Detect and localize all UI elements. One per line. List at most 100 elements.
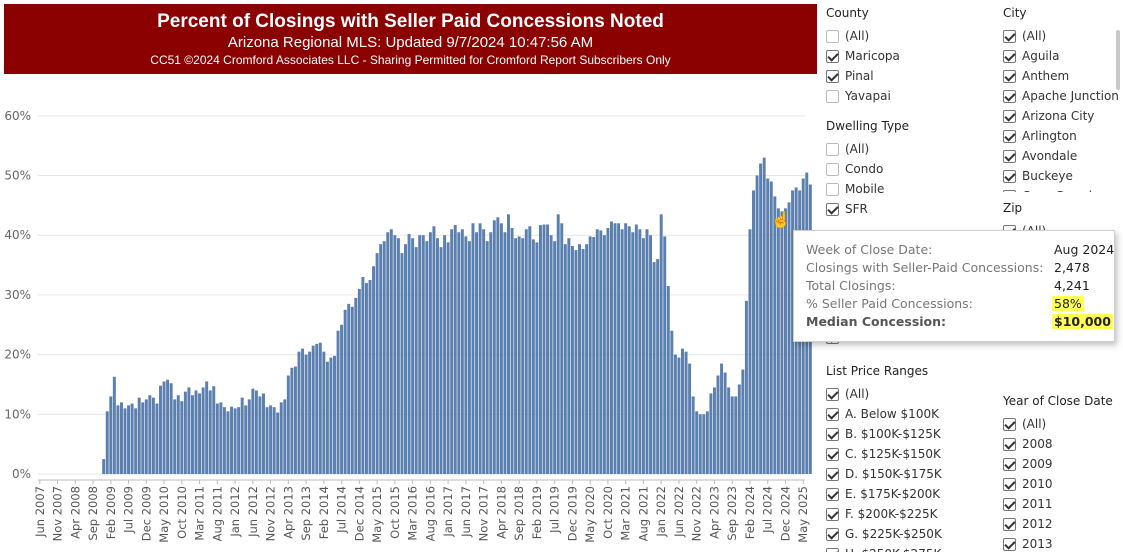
- city-option[interactable]: Casa Grande: [1003, 186, 1119, 192]
- bar[interactable]: [766, 178, 770, 475]
- list_price-option[interactable]: C. $125K-$150K: [826, 444, 991, 464]
- bar[interactable]: [673, 354, 677, 475]
- dwelling-option[interactable]: (All): [826, 139, 991, 159]
- bar[interactable]: [702, 414, 706, 475]
- bar[interactable]: [641, 238, 645, 475]
- checkbox[interactable]: [826, 29, 839, 43]
- checkbox[interactable]: [1003, 129, 1016, 143]
- bar[interactable]: [567, 238, 571, 475]
- bar[interactable]: [588, 236, 592, 475]
- bar[interactable]: [709, 393, 713, 475]
- bar[interactable]: [595, 229, 599, 475]
- bar[interactable]: [670, 330, 674, 475]
- bar[interactable]: [215, 403, 219, 475]
- checkbox[interactable]: [826, 487, 839, 501]
- bar[interactable]: [297, 351, 301, 475]
- bar[interactable]: [769, 181, 773, 475]
- bar[interactable]: [123, 408, 127, 475]
- city-option[interactable]: Apache Junction: [1003, 86, 1119, 106]
- bar[interactable]: [102, 459, 106, 475]
- bar[interactable]: [336, 330, 340, 475]
- bar[interactable]: [638, 229, 642, 475]
- bar[interactable]: [496, 217, 500, 475]
- bar[interactable]: [290, 367, 294, 475]
- bar[interactable]: [190, 395, 194, 475]
- city-option[interactable]: Arlington: [1003, 126, 1119, 146]
- checkbox[interactable]: [826, 49, 839, 63]
- bar[interactable]: [656, 259, 660, 475]
- bar[interactable]: [148, 395, 152, 475]
- bar[interactable]: [379, 244, 383, 475]
- bar[interactable]: [198, 393, 202, 475]
- bar[interactable]: [524, 229, 528, 475]
- checkbox[interactable]: [1003, 417, 1016, 431]
- bar[interactable]: [105, 411, 109, 475]
- dwelling-option[interactable]: SFR: [826, 199, 991, 219]
- bar[interactable]: [183, 391, 187, 475]
- bar[interactable]: [411, 238, 415, 475]
- bar[interactable]: [453, 225, 457, 475]
- bar[interactable]: [570, 245, 574, 475]
- bar[interactable]: [556, 214, 560, 475]
- bar[interactable]: [240, 397, 244, 475]
- bar[interactable]: [617, 223, 621, 475]
- checkbox[interactable]: [1003, 89, 1016, 103]
- list_price-option[interactable]: G. $225K-$250K: [826, 524, 991, 544]
- bar[interactable]: [627, 226, 631, 475]
- bar[interactable]: [791, 190, 795, 475]
- checkbox[interactable]: [1003, 437, 1016, 451]
- year-option[interactable]: 2013: [1003, 534, 1119, 552]
- dwelling-option[interactable]: Mobile: [826, 179, 991, 199]
- bar[interactable]: [446, 242, 450, 475]
- bar[interactable]: [663, 236, 667, 475]
- bar[interactable]: [776, 208, 780, 475]
- bar[interactable]: [357, 288, 361, 475]
- bar[interactable]: [244, 405, 248, 475]
- bar[interactable]: [144, 399, 148, 475]
- bar[interactable]: [407, 234, 411, 475]
- bar[interactable]: [343, 309, 347, 475]
- bar[interactable]: [787, 202, 791, 475]
- bar[interactable]: [602, 235, 606, 475]
- city-option[interactable]: Avondale: [1003, 146, 1119, 166]
- bar[interactable]: [251, 388, 255, 475]
- checkbox[interactable]: [1003, 189, 1016, 192]
- bar[interactable]: [180, 401, 184, 475]
- bar[interactable]: [340, 324, 344, 475]
- bar[interactable]: [762, 157, 766, 475]
- bar[interactable]: [162, 381, 166, 475]
- checkbox[interactable]: [1003, 517, 1016, 531]
- bar[interactable]: [265, 407, 269, 475]
- bar[interactable]: [489, 232, 493, 475]
- checkbox[interactable]: [1003, 457, 1016, 471]
- bar[interactable]: [531, 239, 535, 475]
- bar[interactable]: [262, 393, 265, 475]
- bar[interactable]: [258, 396, 262, 475]
- bar[interactable]: [752, 190, 755, 475]
- bar[interactable]: [425, 241, 429, 475]
- list_price-option[interactable]: H. $250K-$275K: [826, 544, 991, 552]
- checkbox[interactable]: [826, 427, 839, 441]
- list_price-option[interactable]: A. Below $100K: [826, 404, 991, 424]
- bar[interactable]: [716, 375, 720, 475]
- bar[interactable]: [773, 196, 777, 475]
- bar[interactable]: [325, 361, 329, 475]
- bar[interactable]: [695, 411, 699, 475]
- bar[interactable]: [421, 235, 425, 475]
- bar[interactable]: [744, 300, 748, 475]
- bar[interactable]: [393, 235, 397, 475]
- bar[interactable]: [492, 220, 496, 475]
- bar[interactable]: [510, 228, 514, 475]
- bar[interactable]: [507, 214, 510, 475]
- bar[interactable]: [503, 232, 507, 475]
- bar[interactable]: [361, 277, 365, 475]
- bar[interactable]: [475, 232, 479, 475]
- year-option[interactable]: 2010: [1003, 474, 1119, 494]
- bar[interactable]: [478, 223, 482, 475]
- bar[interactable]: [375, 253, 379, 475]
- bar[interactable]: [499, 223, 503, 475]
- checkbox[interactable]: [826, 162, 839, 176]
- bar[interactable]: [634, 224, 638, 475]
- bar[interactable]: [609, 221, 613, 475]
- bar[interactable]: [159, 385, 162, 475]
